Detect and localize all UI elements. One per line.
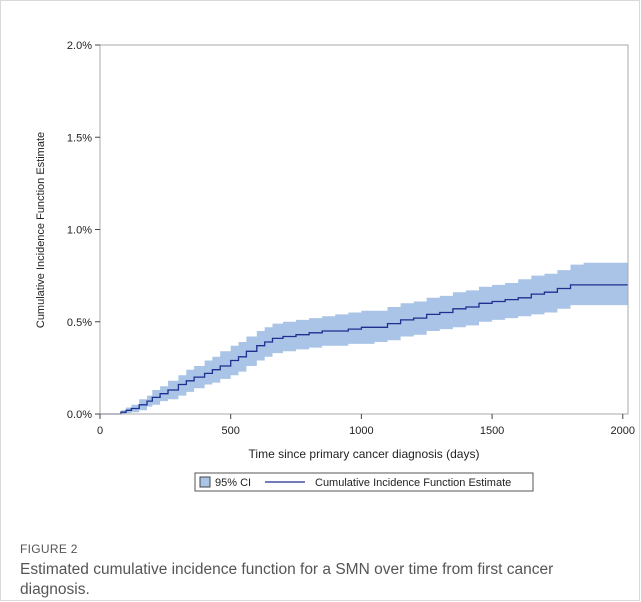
x-tick-label: 1000	[349, 425, 373, 437]
plot-area-frame	[99, 44, 629, 415]
y-tick-label: 0.0%	[67, 409, 92, 421]
y-axis-label: Cumulative Incidence Function Estimate	[35, 132, 47, 328]
legend-line-label: Cumulative Incidence Function Estimate	[315, 477, 511, 489]
x-tick-label: 500	[222, 425, 240, 437]
x-tick-label: 0	[97, 425, 103, 437]
x-tick-label: 1500	[480, 425, 504, 437]
y-tick-label: 0.5%	[67, 317, 92, 329]
y-tick-label: 1.5%	[67, 132, 92, 144]
ci-band-layer	[100, 262, 628, 414]
legend-box	[194, 472, 534, 492]
x-axis-label: Time since primary cancer diagnosis (day…	[249, 447, 480, 461]
incidence-chart: 0.0% 0.5% 1.0% 1.5% 2.0% 0 500 1000 1500 2000 Ti…	[35, 40, 635, 492]
y-tick-label: 1.0%	[67, 225, 92, 237]
legend-ci-swatch	[199, 476, 211, 488]
figure-label: FIGURE 2	[20, 542, 78, 556]
x-tick-label: 2000	[611, 425, 635, 437]
ci-band	[100, 262, 628, 414]
y-axis: 0.0% 0.5% 1.0% 1.5% 2.0%	[67, 40, 100, 421]
legend-ci-label: 95% CI	[215, 477, 251, 489]
estimate-line	[100, 284, 628, 415]
y-tick-label: 2.0%	[67, 40, 92, 52]
figure-caption: Estimated cumulative incidence function …	[20, 561, 554, 598]
estimate-line-layer	[100, 284, 628, 415]
x-axis: 0 500 1000 1500 2000	[97, 414, 635, 437]
legend: 95% CI Cumulative Incidence Function Est…	[194, 472, 534, 492]
